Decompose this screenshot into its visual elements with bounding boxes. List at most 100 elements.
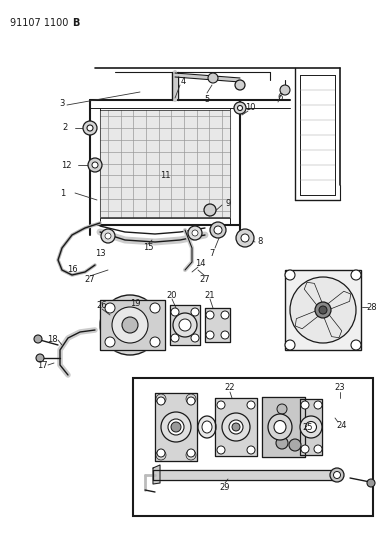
- Text: 21: 21: [205, 290, 215, 300]
- Text: 24: 24: [337, 421, 347, 430]
- Polygon shape: [155, 393, 197, 461]
- Circle shape: [314, 445, 322, 453]
- Polygon shape: [205, 308, 230, 342]
- Circle shape: [34, 335, 42, 343]
- Circle shape: [105, 303, 115, 313]
- Ellipse shape: [237, 106, 242, 110]
- Circle shape: [289, 439, 301, 451]
- Circle shape: [247, 446, 255, 454]
- Circle shape: [92, 162, 98, 168]
- Text: 10: 10: [245, 102, 255, 111]
- Ellipse shape: [202, 421, 212, 433]
- Circle shape: [156, 450, 166, 460]
- Circle shape: [285, 340, 295, 350]
- Circle shape: [157, 397, 165, 405]
- Text: 16: 16: [67, 265, 77, 274]
- Polygon shape: [304, 282, 323, 308]
- Polygon shape: [262, 397, 305, 457]
- Circle shape: [171, 422, 181, 432]
- Ellipse shape: [274, 421, 286, 433]
- Circle shape: [277, 404, 287, 414]
- Circle shape: [192, 230, 198, 236]
- Circle shape: [150, 303, 160, 313]
- Polygon shape: [325, 291, 351, 310]
- Circle shape: [101, 229, 115, 243]
- Text: 6: 6: [277, 93, 283, 102]
- Circle shape: [214, 226, 222, 234]
- Circle shape: [280, 85, 290, 95]
- Polygon shape: [100, 300, 165, 350]
- Bar: [133, 378, 373, 516]
- Ellipse shape: [305, 422, 317, 432]
- Text: 26: 26: [96, 301, 107, 310]
- Circle shape: [301, 445, 309, 453]
- Text: 5: 5: [204, 95, 210, 104]
- Text: 2: 2: [63, 124, 68, 133]
- Circle shape: [232, 423, 240, 431]
- Ellipse shape: [235, 80, 245, 90]
- Ellipse shape: [179, 319, 191, 331]
- Ellipse shape: [83, 121, 97, 135]
- Circle shape: [319, 306, 327, 314]
- Polygon shape: [100, 110, 230, 217]
- Circle shape: [188, 226, 202, 240]
- Circle shape: [247, 401, 255, 409]
- Text: B: B: [72, 18, 80, 28]
- Circle shape: [171, 308, 179, 316]
- Text: 23: 23: [335, 384, 345, 392]
- Circle shape: [208, 73, 218, 83]
- Ellipse shape: [87, 125, 93, 131]
- Text: 91107 1100: 91107 1100: [10, 18, 68, 28]
- Text: 25: 25: [303, 424, 313, 432]
- Text: 27: 27: [200, 276, 210, 285]
- Text: 13: 13: [95, 248, 105, 257]
- Text: 28: 28: [367, 303, 377, 311]
- Polygon shape: [153, 465, 160, 484]
- Ellipse shape: [168, 419, 184, 435]
- Circle shape: [191, 308, 199, 316]
- Text: 22: 22: [225, 384, 235, 392]
- Ellipse shape: [222, 413, 250, 441]
- Polygon shape: [295, 310, 320, 329]
- Circle shape: [217, 446, 225, 454]
- Text: 4: 4: [180, 77, 186, 86]
- Text: 14: 14: [195, 259, 205, 268]
- Circle shape: [171, 334, 179, 342]
- Text: 29: 29: [220, 482, 230, 491]
- Text: 17: 17: [37, 360, 47, 369]
- Circle shape: [236, 229, 254, 247]
- Circle shape: [186, 450, 196, 460]
- Circle shape: [290, 277, 356, 343]
- Circle shape: [122, 317, 138, 333]
- Polygon shape: [323, 312, 342, 338]
- Ellipse shape: [198, 416, 216, 438]
- Circle shape: [88, 158, 102, 172]
- Text: 12: 12: [61, 160, 71, 169]
- Ellipse shape: [173, 313, 197, 337]
- Ellipse shape: [300, 416, 322, 438]
- Ellipse shape: [161, 412, 191, 442]
- Circle shape: [210, 222, 226, 238]
- Text: 18: 18: [47, 335, 57, 344]
- Text: 15: 15: [143, 244, 153, 253]
- Circle shape: [301, 401, 309, 409]
- Ellipse shape: [334, 472, 340, 479]
- Text: 27: 27: [85, 276, 95, 285]
- Ellipse shape: [268, 414, 292, 440]
- Circle shape: [315, 302, 331, 318]
- Circle shape: [351, 270, 361, 280]
- Polygon shape: [300, 399, 322, 455]
- Text: 9: 9: [225, 198, 230, 207]
- Circle shape: [112, 307, 148, 343]
- Circle shape: [191, 334, 199, 342]
- Circle shape: [157, 449, 165, 457]
- Circle shape: [156, 394, 166, 404]
- Text: 8: 8: [257, 238, 263, 246]
- Text: 20: 20: [167, 290, 177, 300]
- Circle shape: [187, 449, 195, 457]
- Circle shape: [186, 394, 196, 404]
- Circle shape: [221, 311, 229, 319]
- Circle shape: [221, 331, 229, 339]
- Circle shape: [276, 437, 288, 449]
- Circle shape: [150, 337, 160, 347]
